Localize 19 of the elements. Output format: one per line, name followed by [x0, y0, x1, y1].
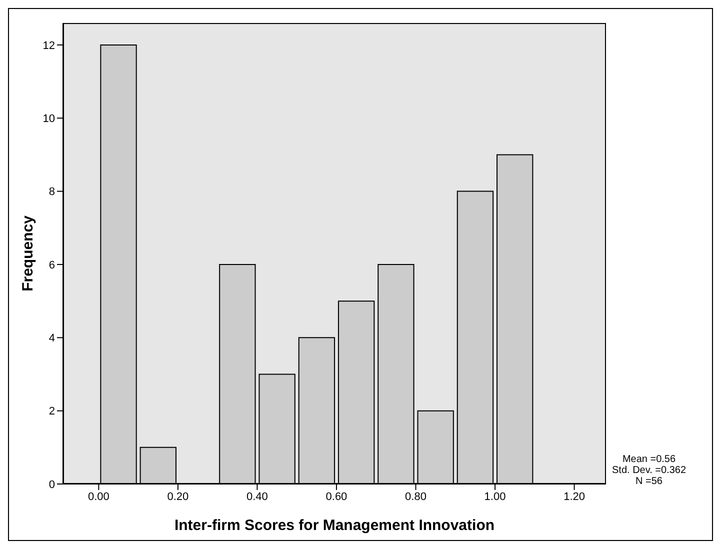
text: Std. Dev. =0.362 [612, 465, 686, 476]
x-tick-label: 0.20 [167, 490, 189, 503]
x-tick-label: 0.40 [246, 490, 268, 503]
x-tick-label: 1.00 [484, 490, 506, 503]
x-tick-label: 0.60 [326, 490, 348, 503]
y-tick-label: 6 [48, 259, 55, 272]
text: N =56 [634, 476, 664, 487]
y-tick-label: 10 [42, 113, 55, 126]
x-axis-title: Inter-firm Scores for Management Innovation [174, 517, 495, 534]
text: Mean =0.56 [621, 454, 677, 465]
y-tick-label: 2 [48, 406, 55, 418]
y-axis-title: Frequency [19, 214, 36, 292]
x-tick-label: 0.00 [88, 490, 110, 503]
x-tick-label: 0.80 [405, 490, 426, 503]
x-tick-label: 1.20 [564, 490, 586, 503]
y-tick-label: 0 [48, 478, 55, 491]
y-tick-label: 12 [42, 40, 55, 52]
y-tick-label: 4 [48, 332, 55, 345]
y-tick-label: 8 [48, 186, 55, 198]
